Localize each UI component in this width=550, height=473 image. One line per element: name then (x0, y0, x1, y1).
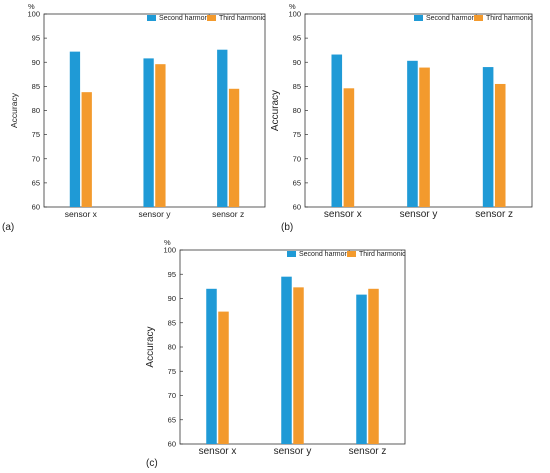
bar-second-harmonic-sensor-y (143, 58, 154, 207)
y-tick-label: 65 (168, 415, 176, 424)
legend-entry: Third harmonic (486, 15, 533, 22)
legend-swatch (347, 251, 356, 257)
y-tick-label: 95 (293, 34, 301, 43)
x-category-label: sensor y (274, 446, 312, 457)
panel-label: (a) (2, 222, 14, 233)
y-tick-label: 70 (32, 154, 40, 163)
y-tick-label: 85 (32, 82, 40, 91)
bar-third-harmonic-sensor-y (419, 67, 430, 208)
legend-entry: Third harmonic (219, 15, 266, 22)
bar-third-harmonic-sensor-y (155, 64, 166, 208)
bar-second-harmonic-sensor-y (407, 60, 418, 207)
y-tick-label: 75 (293, 130, 301, 139)
y-axis-label: Accuracy (145, 326, 156, 367)
y-tick-label: 65 (32, 178, 40, 187)
unit-label: % (28, 2, 35, 11)
y-tick-label: 95 (32, 34, 40, 43)
legend-entry: Third harmonic (359, 251, 406, 258)
legend-entry: Second harmonic (299, 251, 354, 258)
bar-third-harmonic-sensor-x (81, 92, 92, 207)
y-axis-label: Accuracy (9, 92, 19, 128)
legend-entry: Second harmonic (159, 15, 214, 22)
y-tick-label: 100 (27, 10, 40, 19)
unit-label: % (289, 2, 296, 11)
panel-label: (c) (146, 458, 158, 469)
bar-second-harmonic-sensor-y (281, 276, 292, 444)
y-tick-label: 80 (293, 106, 301, 115)
panel-label: (b) (281, 222, 293, 233)
y-tick-label: 60 (32, 203, 40, 212)
y-tick-label: 60 (293, 203, 301, 212)
bar-third-harmonic-sensor-z (228, 88, 240, 207)
y-tick-label: 85 (168, 318, 176, 327)
bar-third-harmonic-sensor-y (293, 287, 304, 444)
y-tick-label: 90 (293, 58, 301, 67)
y-tick-label: 85 (293, 82, 301, 91)
y-tick-label: 70 (293, 154, 301, 163)
y-tick-label: 65 (293, 178, 301, 187)
legend-swatch (474, 15, 483, 21)
x-category-label: sensor z (349, 446, 387, 457)
bar-third-harmonic-sensor-z (368, 288, 379, 444)
chart-panel-0: 60 65 70 75 80 85 90 95 100% Accuracy sensor x sens… (2, 2, 266, 233)
x-category-label: sensor y (138, 209, 171, 219)
chart-panel-2: 60 65 70 75 80 85 90 95 100% Accuracy sensor x sens… (145, 238, 406, 469)
legend-swatch (147, 15, 156, 21)
legend-swatch (414, 15, 423, 21)
y-axis-label: Accuracy (270, 90, 281, 131)
legend-swatch (207, 15, 216, 21)
bar-third-harmonic-sensor-x (218, 311, 229, 444)
y-tick-label: 70 (168, 391, 176, 400)
y-tick-label: 90 (32, 58, 40, 67)
y-tick-label: 100 (288, 10, 301, 19)
y-tick-label: 100 (163, 246, 176, 255)
bar-second-harmonic-sensor-x (331, 54, 343, 207)
x-category-label: sensor x (324, 209, 362, 220)
legend-swatch (287, 251, 296, 257)
legend-entry: Second harmonic (426, 15, 481, 22)
y-tick-label: 80 (168, 343, 176, 352)
unit-label: % (164, 238, 171, 247)
y-tick-label: 80 (32, 106, 40, 115)
y-tick-label: 75 (32, 130, 40, 139)
x-category-label: sensor z (212, 209, 244, 219)
y-tick-label: 95 (168, 270, 176, 279)
x-category-label: sensor x (199, 446, 237, 457)
x-category-label: sensor z (475, 209, 513, 220)
bar-second-harmonic-sensor-z (217, 49, 228, 207)
y-tick-label: 90 (168, 294, 176, 303)
x-category-label: sensor x (65, 209, 98, 219)
bar-second-harmonic-sensor-z (356, 294, 367, 444)
bar-second-harmonic-sensor-z (482, 67, 494, 207)
y-tick-label: 60 (168, 440, 176, 449)
y-tick-label: 75 (168, 367, 176, 376)
bar-third-harmonic-sensor-x (343, 88, 355, 207)
x-category-label: sensor y (400, 209, 438, 220)
bar-second-harmonic-sensor-x (206, 288, 217, 444)
bar-third-harmonic-sensor-z (494, 83, 506, 207)
bar-second-harmonic-sensor-x (69, 51, 81, 208)
chart-panel-1: 60 65 70 75 80 85 90 95 100% Accuracy sensor x sens… (270, 2, 533, 233)
